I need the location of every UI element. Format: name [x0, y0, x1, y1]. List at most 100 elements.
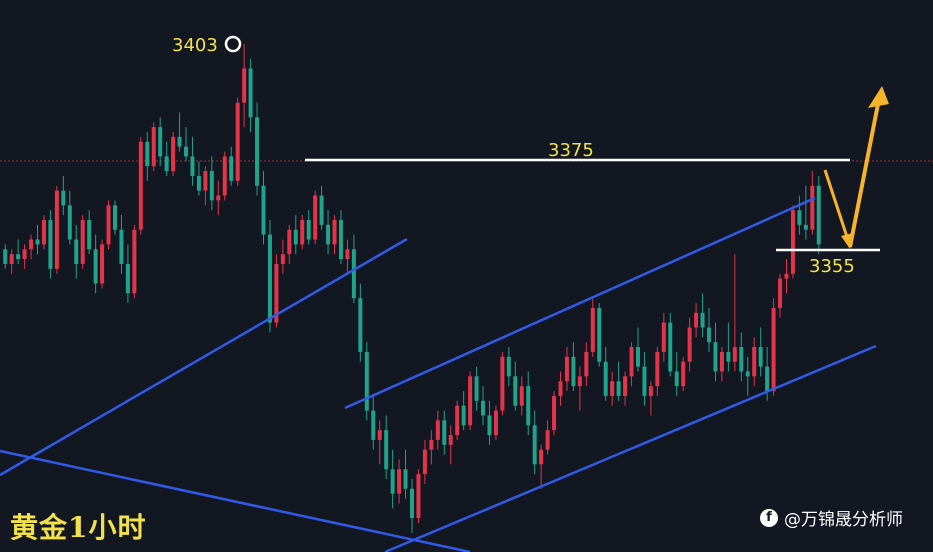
- candle-body: [635, 347, 640, 367]
- candle-body: [610, 381, 615, 396]
- candle-body: [22, 249, 27, 260]
- candle-body: [532, 425, 537, 465]
- candle-body: [332, 219, 337, 245]
- candle-body: [80, 219, 85, 264]
- candle-body: [100, 244, 105, 284]
- chart-title: 黄金1小时: [10, 511, 147, 544]
- candle-body: [429, 439, 434, 450]
- candle-body: [319, 195, 324, 225]
- candle-body: [545, 430, 550, 450]
- candle-body: [377, 430, 382, 440]
- candle-body: [422, 449, 427, 475]
- candle-body: [326, 224, 331, 245]
- candle-body: [455, 405, 460, 436]
- watermark-text: @万锦晟分析师: [784, 510, 903, 530]
- candle-body: [222, 156, 227, 196]
- candle-body: [287, 229, 292, 255]
- candle-body: [358, 298, 363, 352]
- candle-body: [306, 219, 311, 240]
- candle-body: [539, 449, 544, 465]
- candle-body: [481, 400, 486, 416]
- upper-channel-trendline: [344, 196, 816, 410]
- candle-body: [558, 381, 563, 396]
- candle-body: [694, 312, 699, 328]
- candle-body: [35, 239, 40, 245]
- candle-body: [758, 347, 763, 367]
- candle-body: [584, 351, 589, 377]
- candle-body: [448, 435, 453, 445]
- candle-body: [54, 190, 59, 269]
- candle-body: [184, 146, 189, 157]
- lower-channel-trendline: [384, 344, 877, 552]
- candle-body: [493, 410, 498, 436]
- candle-body: [726, 351, 731, 362]
- candle-body: [442, 420, 447, 445]
- candle-body: [177, 136, 182, 147]
- candle-body: [810, 185, 815, 230]
- candle-body: [29, 239, 34, 250]
- candle-body: [816, 185, 821, 245]
- candle-body: [416, 474, 421, 519]
- projection-down-arrow-line: [823, 169, 850, 241]
- candle-body: [138, 141, 143, 230]
- candle-body: [745, 371, 750, 377]
- candle-body: [300, 219, 305, 245]
- candle-body: [506, 356, 511, 377]
- support-label: 3355: [809, 256, 855, 277]
- candle-body: [351, 249, 356, 299]
- candle-body: [526, 386, 531, 426]
- candle-body: [597, 307, 602, 362]
- candle-body: [655, 351, 660, 387]
- candle-body: [390, 469, 395, 494]
- candle-body: [707, 327, 712, 343]
- candle-body: [293, 229, 298, 245]
- candle-body: [313, 195, 318, 240]
- candle-body: [261, 185, 266, 235]
- candle-body: [255, 117, 260, 186]
- candle-body: [235, 102, 240, 181]
- candle-body: [778, 278, 783, 308]
- facebook-icon: f: [760, 508, 778, 527]
- candle-body: [345, 249, 350, 260]
- candle-body: [242, 68, 247, 103]
- candle-body: [41, 219, 46, 245]
- candle-body: [171, 136, 176, 172]
- candle-body: [642, 366, 647, 396]
- candle-body: [752, 347, 757, 377]
- candle-body: [384, 430, 389, 470]
- candle-body: [461, 405, 466, 426]
- candle-body: [719, 351, 724, 372]
- projection-up-arrow-line: [848, 103, 880, 248]
- candle-body: [3, 249, 8, 264]
- candle-body: [371, 410, 376, 440]
- candle-body: [48, 219, 53, 269]
- descending-trendline: [0, 449, 471, 552]
- candle-body: [67, 205, 72, 240]
- candle-body: [267, 234, 272, 323]
- candle-body: [338, 219, 343, 260]
- candle-body: [280, 254, 285, 264]
- peak-marker-circle: [224, 35, 242, 53]
- candle-body: [687, 327, 692, 362]
- candle-body: [713, 342, 718, 372]
- candle-body: [765, 366, 770, 392]
- candle-body: [732, 347, 737, 362]
- candle-body: [274, 263, 279, 323]
- candle-body: [364, 351, 369, 411]
- candle-body: [74, 239, 79, 264]
- candle-body: [803, 224, 808, 230]
- candle-body: [629, 347, 634, 377]
- candle-body: [590, 307, 595, 352]
- candle-body: [784, 273, 789, 279]
- candle-body: [203, 171, 208, 191]
- candle-body: [474, 376, 479, 401]
- candle-body: [648, 386, 653, 396]
- peak-label: 3403: [172, 35, 218, 56]
- candle-body: [577, 376, 582, 387]
- left-support-trendline: [0, 237, 408, 477]
- candle-body: [564, 356, 569, 382]
- candle-body: [190, 156, 195, 176]
- candle-body: [158, 127, 163, 157]
- candle-body: [112, 205, 117, 230]
